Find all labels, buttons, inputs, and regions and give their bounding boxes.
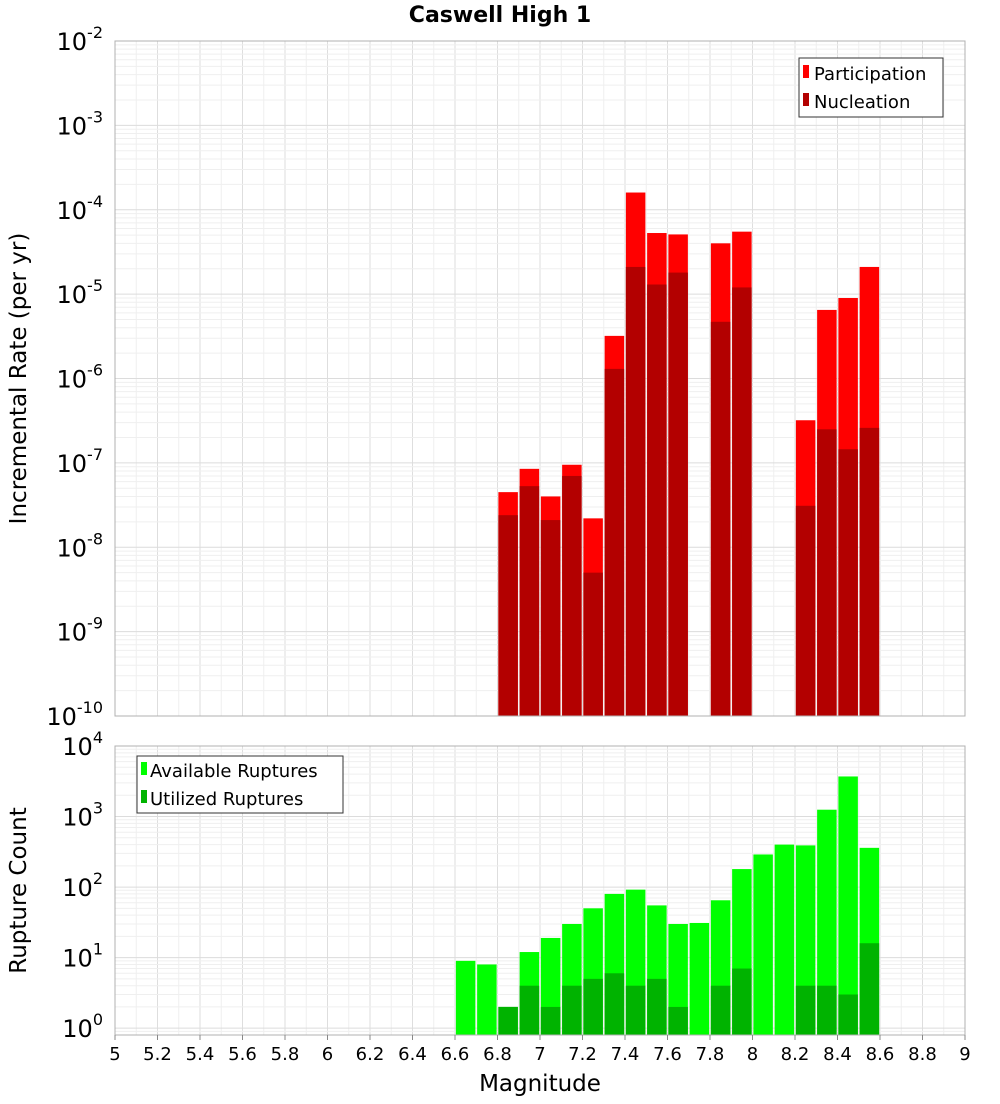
x-tick-label: 7.6 (653, 1044, 682, 1065)
bar-utilized-ruptures (519, 985, 540, 1035)
bar-available-ruptures (477, 964, 497, 1035)
x-axis-label: Magnitude (479, 1071, 601, 1097)
bar-utilized-ruptures (732, 968, 752, 1035)
x-tick-label: 8.4 (823, 1044, 852, 1065)
x-tick-label: 7.4 (611, 1044, 640, 1065)
y-tick-label: 10-4 (57, 192, 104, 225)
plot-frame (114, 40, 966, 717)
y-tick-label: 10-9 (57, 614, 104, 647)
x-tick-label: 6 (322, 1044, 333, 1065)
legend-swatch (141, 790, 147, 803)
x-tick-label: 5.6 (228, 1044, 257, 1065)
bar-nucleation (859, 427, 880, 716)
x-tick-label: 5.8 (271, 1044, 300, 1065)
bar-utilized-ruptures (625, 985, 646, 1035)
y-tick-label: 102 (62, 869, 103, 902)
legend-swatch (803, 65, 809, 78)
y-axis-label: Rupture Count (6, 807, 32, 973)
y-tick-label: 104 (62, 728, 103, 761)
bar-nucleation (838, 449, 858, 716)
bar-utilized-ruptures (710, 985, 731, 1035)
x-tick-label: 5 (109, 1044, 120, 1065)
panel-0: 10-2 10-3 10-4 10-5 10-6 10-7 10-8 10-9 10-10 Inc… (6, 23, 966, 731)
bar-utilized-ruptures (647, 978, 667, 1035)
legend-label: Available Ruptures (150, 761, 318, 782)
x-tick-label: 7.8 (696, 1044, 725, 1065)
y-tick-label: 10-10 (46, 698, 103, 731)
bar-nucleation (583, 572, 603, 716)
legend: Available Ruptures Utilized Ruptures (136, 755, 344, 814)
bar-nucleation (668, 272, 688, 716)
y-tick-label: 10-6 (57, 361, 104, 394)
x-tick-label: 5.4 (186, 1044, 215, 1065)
x-tick-label: 5.2 (143, 1044, 172, 1065)
legend: Participation Nucleation (798, 57, 944, 118)
bar-nucleation (519, 486, 540, 716)
x-tick-label: 7.2 (568, 1044, 597, 1065)
x-tick-label: 6.2 (356, 1044, 385, 1065)
bar-utilized-ruptures (583, 978, 603, 1035)
bar-utilized-ruptures (795, 985, 816, 1035)
x-tick-label: 6.6 (441, 1044, 470, 1065)
legend-box (136, 755, 344, 814)
legend-box (798, 57, 944, 118)
y-tick-label: 10-3 (57, 107, 104, 140)
bar-nucleation (498, 515, 518, 716)
x-tick-label: 8.8 (908, 1044, 937, 1065)
y-tick-label: 10-8 (57, 529, 104, 562)
bar-nucleation (647, 284, 667, 716)
bar-nucleation (710, 321, 731, 716)
bar-available-ruptures (774, 844, 795, 1035)
x-tick-label: 9 (959, 1044, 970, 1065)
legend-label: Nucleation (814, 92, 910, 113)
legend-label: Participation (814, 64, 926, 85)
bar-utilized-ruptures (859, 943, 880, 1035)
bar-nucleation (562, 475, 582, 716)
bar-nucleation (795, 505, 816, 716)
bar-available-ruptures (753, 854, 773, 1035)
bar-available-ruptures (689, 922, 710, 1035)
chart-title: Caswell High 1 (409, 3, 591, 28)
y-tick-label: 101 (62, 940, 103, 973)
x-tick-label: 6.8 (483, 1044, 512, 1065)
x-tick-label: 8 (747, 1044, 758, 1065)
bar-utilized-ruptures (668, 1006, 688, 1035)
x-tick-label: 6.4 (398, 1044, 427, 1065)
x-tick-label: 7 (534, 1044, 545, 1065)
bar-utilized-ruptures (562, 985, 582, 1035)
y-tick-label: 10-2 (57, 23, 104, 56)
y-tick-label: 100 (62, 1010, 103, 1043)
y-axis-label: Incremental Rate (per yr) (6, 233, 32, 525)
bar-utilized-ruptures (817, 985, 837, 1035)
bar-available-ruptures (817, 809, 837, 1035)
bar-nucleation (540, 520, 561, 716)
bar-utilized-ruptures (838, 994, 858, 1035)
legend-swatch (803, 93, 809, 106)
bar-nucleation (625, 266, 646, 716)
x-tick-label: 8.2 (781, 1044, 810, 1065)
x-tick-label: 8.6 (866, 1044, 895, 1065)
legend-label: Utilized Ruptures (150, 789, 303, 810)
bar-utilized-ruptures (498, 1006, 518, 1035)
bar-nucleation (817, 429, 837, 716)
y-tick-label: 103 (62, 799, 103, 832)
bar-utilized-ruptures (540, 1006, 561, 1035)
legend-swatch (141, 762, 147, 775)
y-tick-label: 10-5 (57, 276, 104, 309)
y-tick-label: 10-7 (57, 445, 104, 478)
bar-utilized-ruptures (604, 973, 625, 1035)
bar-nucleation (732, 287, 752, 716)
bar-available-ruptures (455, 960, 476, 1035)
bar-available-ruptures (838, 776, 858, 1035)
bar-nucleation (604, 368, 625, 716)
